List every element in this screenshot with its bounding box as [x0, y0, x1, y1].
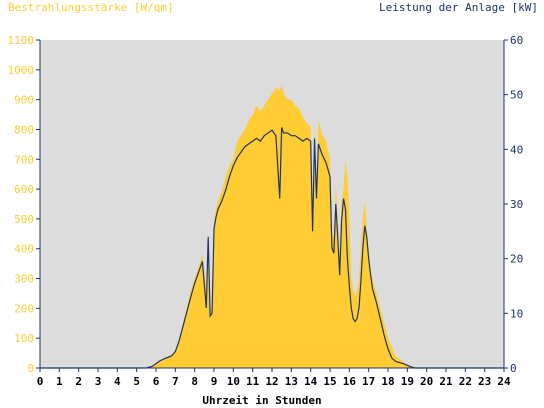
right-tick-label: 30: [510, 198, 523, 211]
x-tick-label: 15: [323, 375, 336, 388]
x-tick-label: 6: [153, 375, 160, 388]
left-tick-label: 600: [14, 183, 34, 196]
x-tick-label: 1: [56, 375, 63, 388]
right-ticks: 0 10 20 30 40 50 60: [504, 34, 523, 375]
left-tick-label: 700: [14, 153, 34, 166]
left-tick-label: 200: [14, 302, 34, 315]
x-tick-label: 18: [381, 375, 394, 388]
right-tick-label: 60: [510, 34, 523, 47]
left-tick-label: 900: [14, 94, 34, 107]
left-tick-label: 500: [14, 213, 34, 226]
x-tick-label: 20: [420, 375, 433, 388]
left-axis-label: Bestrahlungsstärke [W/qm]: [8, 1, 174, 14]
left-ticks: 0 100 200 300 400 500 600 700 800 900 1000 1100: [8, 34, 40, 375]
x-tick-label: 12: [265, 375, 278, 388]
x-tick-label: 17: [362, 375, 375, 388]
x-tick-label: 23: [478, 375, 491, 388]
x-tick-label: 10: [227, 375, 240, 388]
x-tick-label: 14: [304, 375, 318, 388]
x-tick-label: 3: [95, 375, 102, 388]
x-tick-label: 24: [497, 375, 511, 388]
x-tick-label: 13: [285, 375, 298, 388]
left-tick-label: 1000: [8, 64, 35, 77]
right-axis-label: Leistung der Anlage [kW]: [379, 1, 538, 14]
left-tick-label: 400: [14, 243, 34, 256]
x-tick-label: 5: [133, 375, 140, 388]
irradiance-area: [40, 84, 504, 368]
x-tick-label: 7: [172, 375, 179, 388]
x-tick-label: 9: [211, 375, 218, 388]
x-tick-label: 16: [343, 375, 357, 388]
x-tick-label: 21: [439, 375, 453, 388]
left-tick-label: 0: [27, 362, 34, 375]
right-tick-label: 10: [510, 307, 523, 320]
left-tick-label: 800: [14, 123, 34, 136]
power-line: [40, 127, 504, 369]
right-tick-label: 50: [510, 89, 523, 102]
x-tick-label: 8: [191, 375, 198, 388]
x-tick-label: 19: [401, 375, 414, 388]
left-tick-label: 300: [14, 273, 34, 286]
x-ticks: 0 1 2 3 4 5 6 7 8 9 10 11 12 13 14 15 16 17 18 19 20 21 22 23 24: [37, 368, 511, 388]
x-tick-label: 11: [246, 375, 260, 388]
left-tick-label: 100: [14, 332, 34, 345]
x-tick-label: 2: [75, 375, 82, 388]
x-tick-label: 4: [114, 375, 121, 388]
right-tick-label: 20: [510, 253, 523, 266]
right-tick-label: 0: [510, 362, 517, 375]
left-tick-label: 1100: [8, 34, 35, 47]
x-tick-label: 22: [459, 375, 472, 388]
x-tick-label: 0: [37, 375, 44, 388]
right-tick-label: 40: [510, 143, 523, 156]
x-axis-label: Uhrzeit in Stunden: [202, 394, 321, 407]
